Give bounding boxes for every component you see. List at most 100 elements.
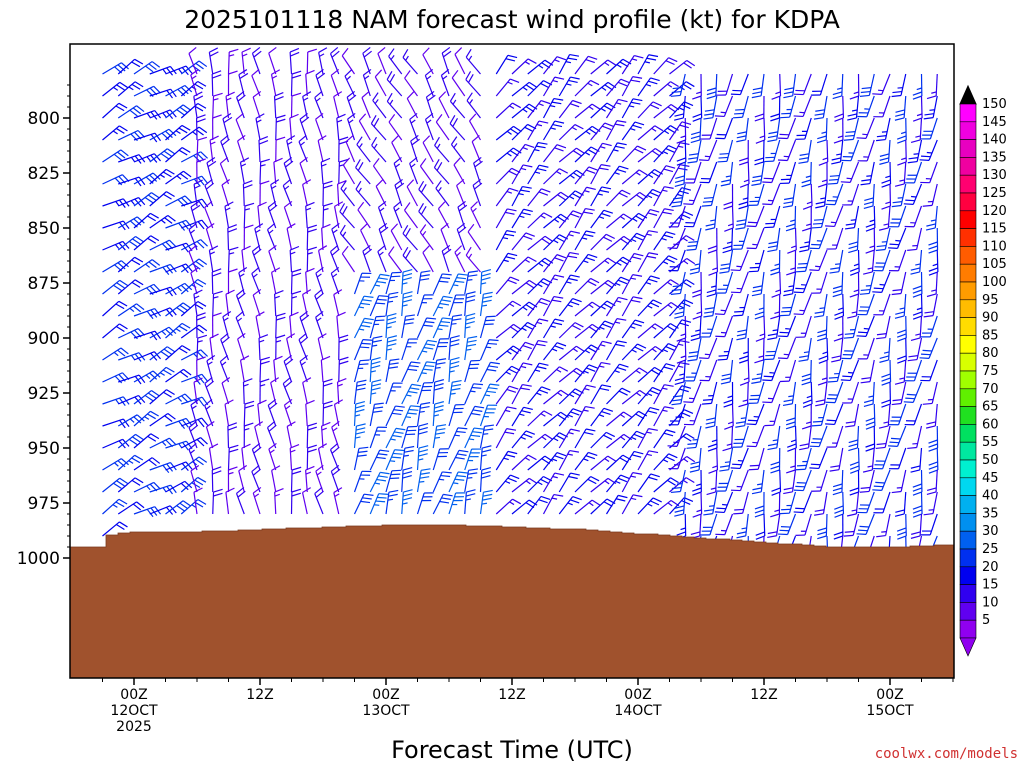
barb-feather xyxy=(705,223,716,227)
barb-staff xyxy=(416,448,420,471)
barb-feather xyxy=(420,472,430,475)
barb-feather xyxy=(315,490,324,498)
wind-barb xyxy=(353,446,369,471)
wind-barb xyxy=(353,400,365,427)
barb-feather xyxy=(442,317,452,320)
wind-barb xyxy=(888,425,907,447)
wind-barb xyxy=(286,421,296,449)
barb-feather xyxy=(681,500,691,505)
barb-half-feather xyxy=(466,348,472,351)
barb-feather xyxy=(832,95,842,100)
barb-staff xyxy=(834,183,844,205)
wind-barb xyxy=(891,469,907,494)
wind-barb xyxy=(165,104,192,119)
barb-staff xyxy=(916,337,923,360)
wind-barb xyxy=(369,356,381,383)
barb-half-feather xyxy=(449,370,455,373)
barb-feather xyxy=(225,487,235,493)
barb-staff xyxy=(286,228,293,251)
wind-barb xyxy=(314,486,324,515)
barb-staff xyxy=(621,410,640,427)
barb-feather xyxy=(236,90,245,98)
barb-staff xyxy=(495,451,509,471)
barb-feather xyxy=(586,169,596,174)
barb-feather xyxy=(834,117,844,122)
barb-staff xyxy=(881,73,891,95)
barb-half-feather xyxy=(271,75,278,79)
wind-barb xyxy=(574,451,598,471)
wind-barb xyxy=(102,149,129,163)
wind-barb xyxy=(802,381,813,408)
barb-half-feather xyxy=(552,277,558,281)
wind-barb xyxy=(767,425,781,451)
barb-half-feather xyxy=(482,433,489,435)
barb-feather xyxy=(688,157,698,160)
barb-staff xyxy=(237,338,245,361)
barb-feather xyxy=(523,208,533,213)
barb-staff xyxy=(495,187,510,207)
barb-feather xyxy=(652,188,662,194)
barb-feather xyxy=(339,203,346,212)
barb-staff xyxy=(871,249,875,272)
barb-half-feather xyxy=(323,208,329,211)
wind-barb xyxy=(558,322,584,339)
barb-feather xyxy=(422,135,431,143)
barb-feather xyxy=(508,368,518,374)
wind-barb xyxy=(865,403,876,430)
barb-feather xyxy=(844,134,855,137)
barb-feather xyxy=(843,138,854,141)
barb-feather xyxy=(355,408,365,413)
barb-feather xyxy=(273,355,283,361)
barb-feather xyxy=(552,123,563,128)
barb-half-feather xyxy=(726,443,732,446)
barb-half-feather xyxy=(565,61,572,64)
barb-feather xyxy=(897,355,907,360)
barb-feather xyxy=(268,46,277,54)
barb-staff xyxy=(884,117,891,140)
barb-half-feather xyxy=(291,296,298,299)
barb-feather xyxy=(274,91,284,97)
barb-staff xyxy=(682,95,686,118)
barb-half-feather xyxy=(853,91,859,95)
wind-barb xyxy=(369,426,387,449)
barb-feather xyxy=(649,406,660,411)
barb-staff xyxy=(839,139,844,162)
barb-feather xyxy=(378,200,387,208)
barb-feather xyxy=(632,124,642,129)
barb-feather xyxy=(404,202,411,211)
barb-staff xyxy=(117,501,137,515)
barb-feather xyxy=(198,258,208,265)
barb-half-feather xyxy=(821,377,828,381)
wind-barb xyxy=(385,427,406,449)
barb-feather xyxy=(119,81,129,89)
barb-feather xyxy=(488,387,498,390)
barb-feather xyxy=(770,461,780,466)
barb-half-feather xyxy=(145,374,151,380)
barb-staff xyxy=(356,144,371,163)
barb-staff xyxy=(574,230,587,251)
barb-feather xyxy=(486,368,497,372)
wind-barb xyxy=(165,282,193,295)
barb-half-feather xyxy=(646,392,653,397)
barb-half-feather xyxy=(724,461,731,464)
wind-barb xyxy=(219,354,230,383)
barb-feather xyxy=(879,355,890,359)
barb-staff xyxy=(338,359,340,383)
barb-half-feather xyxy=(631,436,637,440)
barb-half-feather xyxy=(584,190,590,193)
barb-half-feather xyxy=(374,504,380,506)
barb-half-feather xyxy=(467,477,473,479)
barb-feather xyxy=(274,95,284,101)
barb-half-feather xyxy=(237,317,243,322)
barb-staff xyxy=(856,227,860,251)
barb-feather xyxy=(305,201,315,207)
barb-half-feather xyxy=(743,351,749,355)
barb-staff xyxy=(432,404,436,427)
wind-barb xyxy=(527,164,549,185)
barb-feather xyxy=(170,286,177,296)
barb-half-feather xyxy=(210,141,216,145)
barb-half-feather xyxy=(588,502,594,507)
barb-staff xyxy=(369,427,379,449)
barb-staff xyxy=(464,492,467,515)
barb-feather xyxy=(630,101,641,105)
